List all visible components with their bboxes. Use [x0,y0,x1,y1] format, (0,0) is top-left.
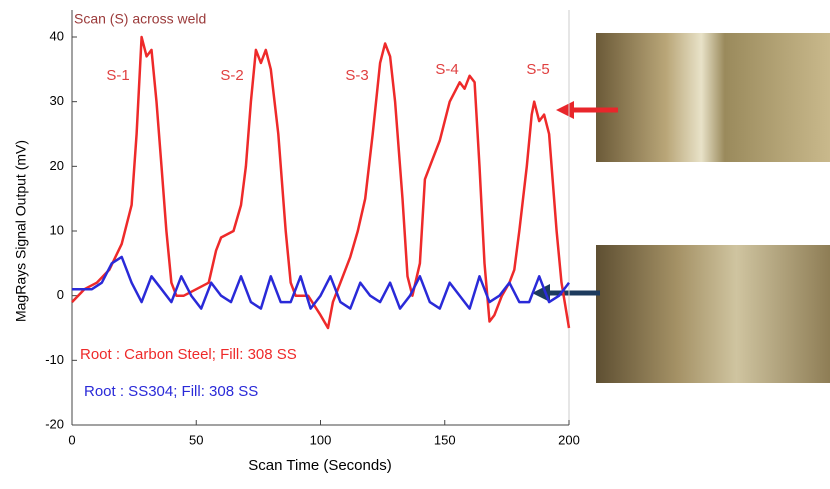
y-tick-label: 40 [50,28,64,43]
peak-label: S-1 [106,67,129,84]
x-axis-title: Scan Time (Seconds) [248,457,391,474]
peak-label: S-3 [345,67,368,84]
y-tick-label: 0 [57,287,64,302]
line [72,255,570,310]
weld-photo [596,245,830,383]
y-axis-title: MagRays Signal Output (mV) [13,140,29,322]
legend-label: Root : Carbon Steel; Fill: 308 SS [80,346,297,363]
y-tick-label: 10 [50,222,64,237]
peak-label: S-4 [435,61,458,78]
legend-label: Root : SS304; Fill: 308 SS [84,383,258,400]
line [71,35,571,330]
peak-label: S-5 [526,61,549,78]
x-tick-label: 150 [434,432,456,447]
y-tick-label: -20 [45,416,64,431]
y-tick-label: 20 [50,158,64,173]
y-tick-label: -10 [45,352,64,367]
arrow [556,101,574,119]
x-tick-label: 100 [310,432,332,447]
x-tick-label: 50 [189,432,203,447]
weld-photo [596,33,830,162]
y-tick-label: 30 [50,93,64,108]
x-tick-label: 200 [558,432,580,447]
arrow [532,284,550,302]
chart-title: Scan (S) across weld [74,11,206,27]
x-tick-label: 0 [68,432,75,447]
peak-label: S-2 [220,67,243,84]
